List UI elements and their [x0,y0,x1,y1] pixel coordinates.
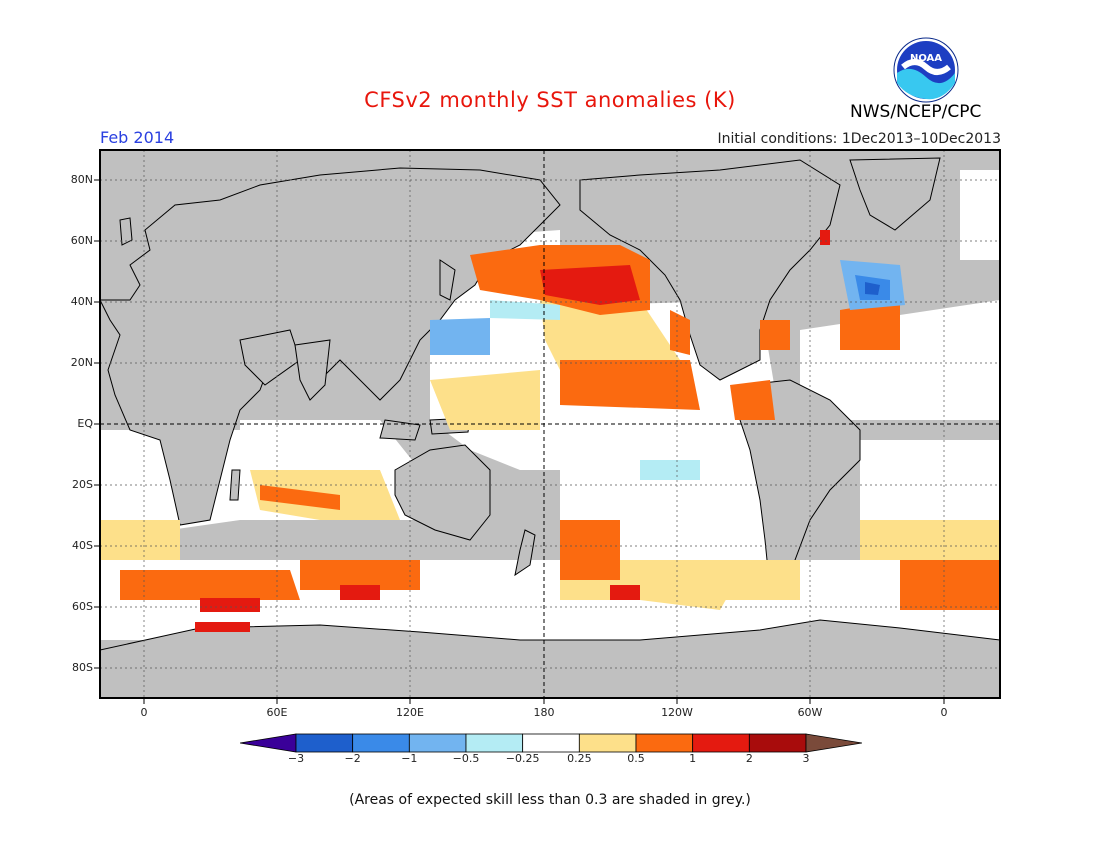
lat-tick-label: 20N [70,356,93,369]
lat-tick-label: 40N [70,295,93,308]
colorbar-tick-label: −3 [287,752,305,765]
colorbar-swatch [240,733,297,753]
lat-tick-label: 60S [72,600,93,613]
colorbar-tick-label: −2 [344,752,361,765]
lon-tick-label: 60E [266,706,288,719]
lon-tick-label: 60W [797,706,823,719]
noaa-logo: NOAA [893,37,959,103]
colorbar-swatch [522,733,580,753]
colorbar-tick-label: −0.25 [505,752,540,765]
colorbar-swatch [408,733,467,753]
noaa-logo-text: NOAA [910,53,942,64]
lat-tick-label: 60N [70,234,93,247]
lon-tick-label: 0 [140,706,148,719]
lat-tick-label: 40S [72,539,93,552]
colorbar-swatch [465,733,524,753]
colorbar-tick-label: 0.5 [627,752,645,765]
colorbar-tick-label: 2 [745,752,753,765]
agency-label: NWS/NCEP/CPC [850,102,982,122]
lat-tick-label: 80S [72,661,93,674]
chart-title: CFSv2 monthly SST anomalies (K) [364,88,736,112]
axis-ticks [94,179,945,704]
reference-lines [100,150,1000,698]
colorbar-labels: −3 −2 −1 −0.5 −0.25 0.25 0.5 1 2 3 [0,752,1100,768]
anomaly-neg-2-3 [865,282,880,295]
colorbar-tick-label: 1 [689,752,697,765]
skill-footnote: (Areas of expected skill less than 0.3 a… [349,792,751,808]
lon-tick-label: 180 [533,706,555,719]
colorbar-swatch [352,733,410,753]
lon-tick-label: 120W [661,706,693,719]
colorbar [240,733,862,753]
anomaly-neg-0.25-0.5 [490,300,700,480]
colorbar-swatch [635,733,694,753]
lon-tick-label: 120E [396,706,424,719]
colorbar-swatch [692,733,750,753]
colorbar-tick-label: −0.5 [452,752,480,765]
colorbar-swatch [748,733,807,753]
forecast-month: Feb 2014 [100,128,175,147]
lat-tick-label: EQ [77,417,93,430]
colorbar-swatch [295,733,354,753]
colorbar-tick-label: 3 [802,752,810,765]
lat-tick-label: 20S [72,478,93,491]
colorbar-swatch [805,733,862,753]
lon-tick-label: 0 [940,706,948,719]
colorbar-tick-label: 0.25 [567,752,592,765]
lat-tick-label: 80N [70,173,93,186]
colorbar-swatch [578,733,637,753]
anomaly-1-2 [195,230,830,632]
initial-conditions: Initial conditions: 1Dec2013–10Dec2013 [717,131,1001,147]
colorbar-tick-label: −1 [401,752,418,765]
land-masses [100,157,1000,698]
grid-lines [100,150,1000,698]
